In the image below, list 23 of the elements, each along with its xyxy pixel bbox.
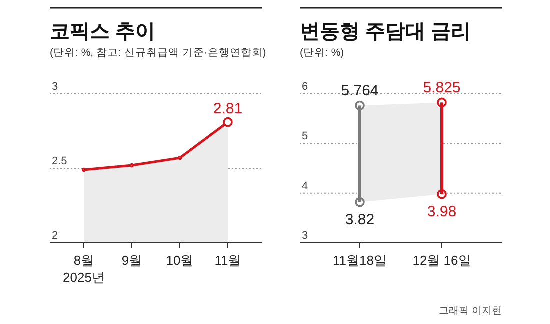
chart-title: 변동형 주담대 금리 xyxy=(300,21,472,43)
y-tick-label: 3 xyxy=(302,230,308,242)
annotation: 3.82 xyxy=(345,211,375,228)
chart-subtitle: (단위: %, 참고: 신규취급액 기준·은행연합회) xyxy=(50,47,266,59)
chart-subtitle: (단위: %) xyxy=(300,47,344,59)
y-tick-label: 6 xyxy=(302,81,308,93)
text: 2.81 xyxy=(213,100,243,118)
x-tick-label: 9월 xyxy=(122,253,142,268)
text: 그래픽 이지현 xyxy=(439,306,502,317)
annotation: 5.825 xyxy=(423,80,461,97)
y-tick-label: 4 xyxy=(302,180,308,192)
x-tick-label: 11월 xyxy=(214,253,242,268)
y-tick-label: 3 xyxy=(52,81,58,93)
annotation: 5.764 xyxy=(341,82,379,100)
y-tick-label: 2 xyxy=(52,230,58,242)
x-tick-label: 10월 xyxy=(166,253,194,268)
x-tick-label: 12월 16일 xyxy=(412,253,472,268)
annotation: 3.98 xyxy=(427,203,457,220)
x-tick-label: 11월18일 xyxy=(333,253,387,268)
y-tick-label: 5 xyxy=(302,130,308,143)
x-tick-label: 8월 2025년 xyxy=(63,253,105,285)
y-tick-label: 2.5 xyxy=(52,156,68,168)
chart-title: 코픽스 추이 xyxy=(50,21,156,43)
